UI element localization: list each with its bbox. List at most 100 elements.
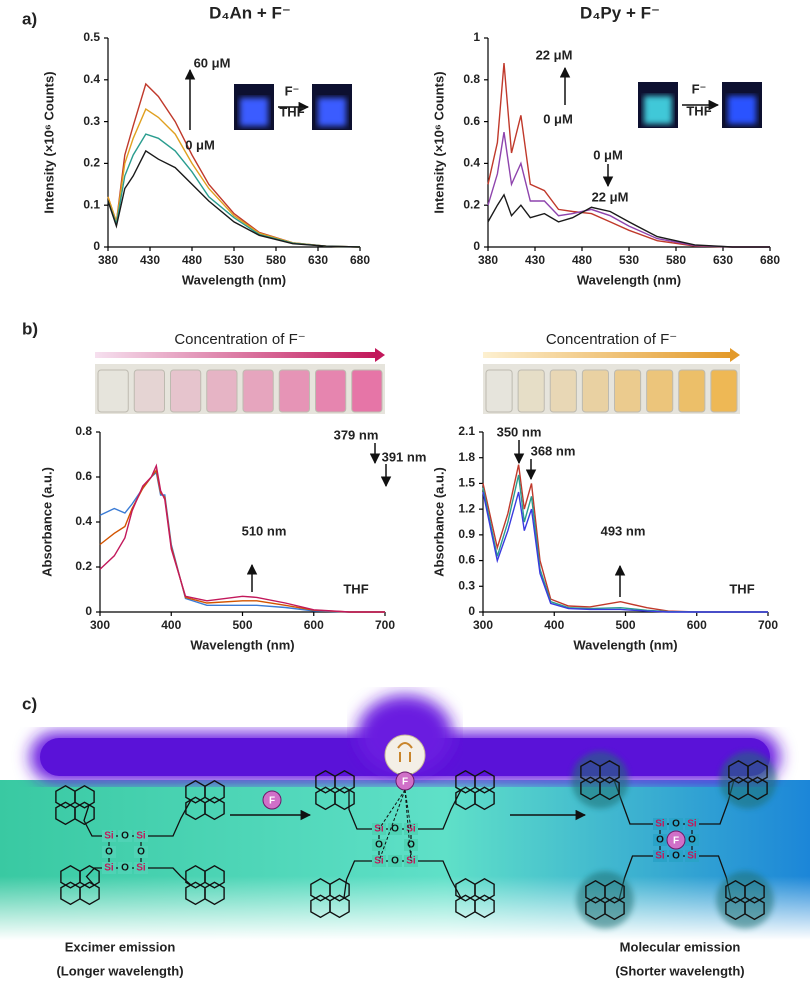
annotation: 0 μM xyxy=(593,147,623,162)
atom-label: O xyxy=(391,856,399,867)
atom-label: Si xyxy=(687,819,697,830)
atom-label: O xyxy=(121,863,129,874)
lamp-filament xyxy=(397,742,413,762)
pyrene-ring xyxy=(604,896,625,921)
y-tick-label: 0 xyxy=(85,604,92,618)
x-tick-label: 400 xyxy=(161,618,181,632)
atom-bg xyxy=(653,834,667,846)
x-tick-label: 300 xyxy=(473,618,493,632)
inset-vial-glow xyxy=(644,96,672,124)
pyrene-ring xyxy=(334,769,355,794)
spectrum-curve xyxy=(487,63,770,248)
atom-bg xyxy=(685,834,699,846)
inset-vial-glow xyxy=(240,98,268,126)
pyrene-ring xyxy=(329,877,350,902)
atom-bg xyxy=(102,846,116,858)
spectrum-curve xyxy=(99,463,385,613)
fluoride-interaction xyxy=(404,789,412,862)
pyrene xyxy=(185,779,225,821)
x-axis-label: Wavelength (nm) xyxy=(577,272,681,287)
atom-bg xyxy=(685,818,699,830)
x-axis-label: Wavelength (nm) xyxy=(182,272,286,287)
pyrene xyxy=(571,751,629,809)
y-tick-label: 0.6 xyxy=(458,553,475,567)
vial xyxy=(278,369,310,413)
pyrene xyxy=(60,864,100,906)
x-tick-label: 580 xyxy=(266,253,286,267)
fluoride-ion xyxy=(666,830,686,850)
pyrene-ring xyxy=(474,769,495,794)
pyrene-ring xyxy=(204,779,225,804)
spectrum-curve xyxy=(487,193,770,248)
annotation: 0 μM xyxy=(185,137,215,152)
vial xyxy=(581,369,609,413)
spectrum-curve xyxy=(482,464,768,613)
atom-label: O xyxy=(105,847,113,858)
atom-label: Si xyxy=(374,824,384,835)
vial xyxy=(614,369,642,413)
y-tick-label: 0.8 xyxy=(463,72,480,86)
atom-label: Si xyxy=(374,856,384,867)
x-tick-label: 530 xyxy=(619,253,639,267)
spectrum-curve xyxy=(99,468,385,613)
atom-bg xyxy=(118,862,132,874)
pyrene-ring xyxy=(79,864,100,889)
atom-label: Si xyxy=(406,856,416,867)
pyrene-ring xyxy=(747,759,768,784)
atom-label: O xyxy=(391,824,399,835)
annotation: 22 μM xyxy=(592,189,629,204)
atom-bg xyxy=(404,823,418,835)
x-tick-label: 680 xyxy=(350,253,370,267)
atom-bg xyxy=(669,850,683,862)
fluoride-label: F xyxy=(673,836,679,847)
pyrene-ring xyxy=(474,786,495,811)
atom-bg xyxy=(653,818,667,830)
annotation: 493 nm xyxy=(601,523,646,538)
x-tick-label: 700 xyxy=(758,618,778,632)
y-tick-label: 0 xyxy=(93,239,100,253)
atom-label: O xyxy=(672,819,680,830)
pyrene-halo xyxy=(719,751,777,809)
vial xyxy=(170,369,202,413)
y-tick-label: 0.3 xyxy=(458,578,475,592)
annotation: 379 nm xyxy=(334,427,379,442)
inset-vial-glow xyxy=(318,98,346,126)
lamp-bulb xyxy=(384,734,426,776)
atom-label: Si xyxy=(104,831,114,842)
y-tick-label: 0.4 xyxy=(75,514,92,528)
annotation: THF xyxy=(729,581,754,596)
pyrene xyxy=(576,871,634,929)
caption: (Shorter wavelength) xyxy=(615,963,744,978)
pyrene xyxy=(315,769,355,811)
pyrene-halo xyxy=(576,871,634,929)
y-tick-label: 1 xyxy=(473,30,480,44)
x-tick-label: 600 xyxy=(687,618,707,632)
pyrene-ring xyxy=(329,894,350,919)
pyrene-ring xyxy=(79,881,100,906)
atom-label: O xyxy=(688,835,696,846)
pyrene xyxy=(455,877,495,919)
pyrene-ring xyxy=(747,776,768,801)
y-tick-label: 0.5 xyxy=(83,30,100,44)
atom-bg xyxy=(372,839,386,851)
x-tick-label: 480 xyxy=(572,253,592,267)
photo-title: Concentration of F⁻ xyxy=(174,331,305,348)
x-tick-label: 500 xyxy=(232,618,252,632)
gradient-arrow-head xyxy=(375,348,385,362)
pyrene-ring xyxy=(474,894,495,919)
pyrene-ring xyxy=(474,877,495,902)
spectrum-curve xyxy=(487,131,770,248)
atom-label: Si xyxy=(406,824,416,835)
x-tick-label: 630 xyxy=(713,253,733,267)
vial xyxy=(315,369,347,413)
caption: Molecular emission xyxy=(620,939,741,954)
x-tick-label: 700 xyxy=(375,618,395,632)
y-tick-label: 0.2 xyxy=(83,156,100,170)
annotation: THF xyxy=(343,581,368,596)
annotation: 368 nm xyxy=(531,443,576,458)
atom-bg xyxy=(134,862,148,874)
pyrene-ring xyxy=(204,796,225,821)
vial xyxy=(97,369,129,413)
pyrene-ring xyxy=(604,879,625,904)
